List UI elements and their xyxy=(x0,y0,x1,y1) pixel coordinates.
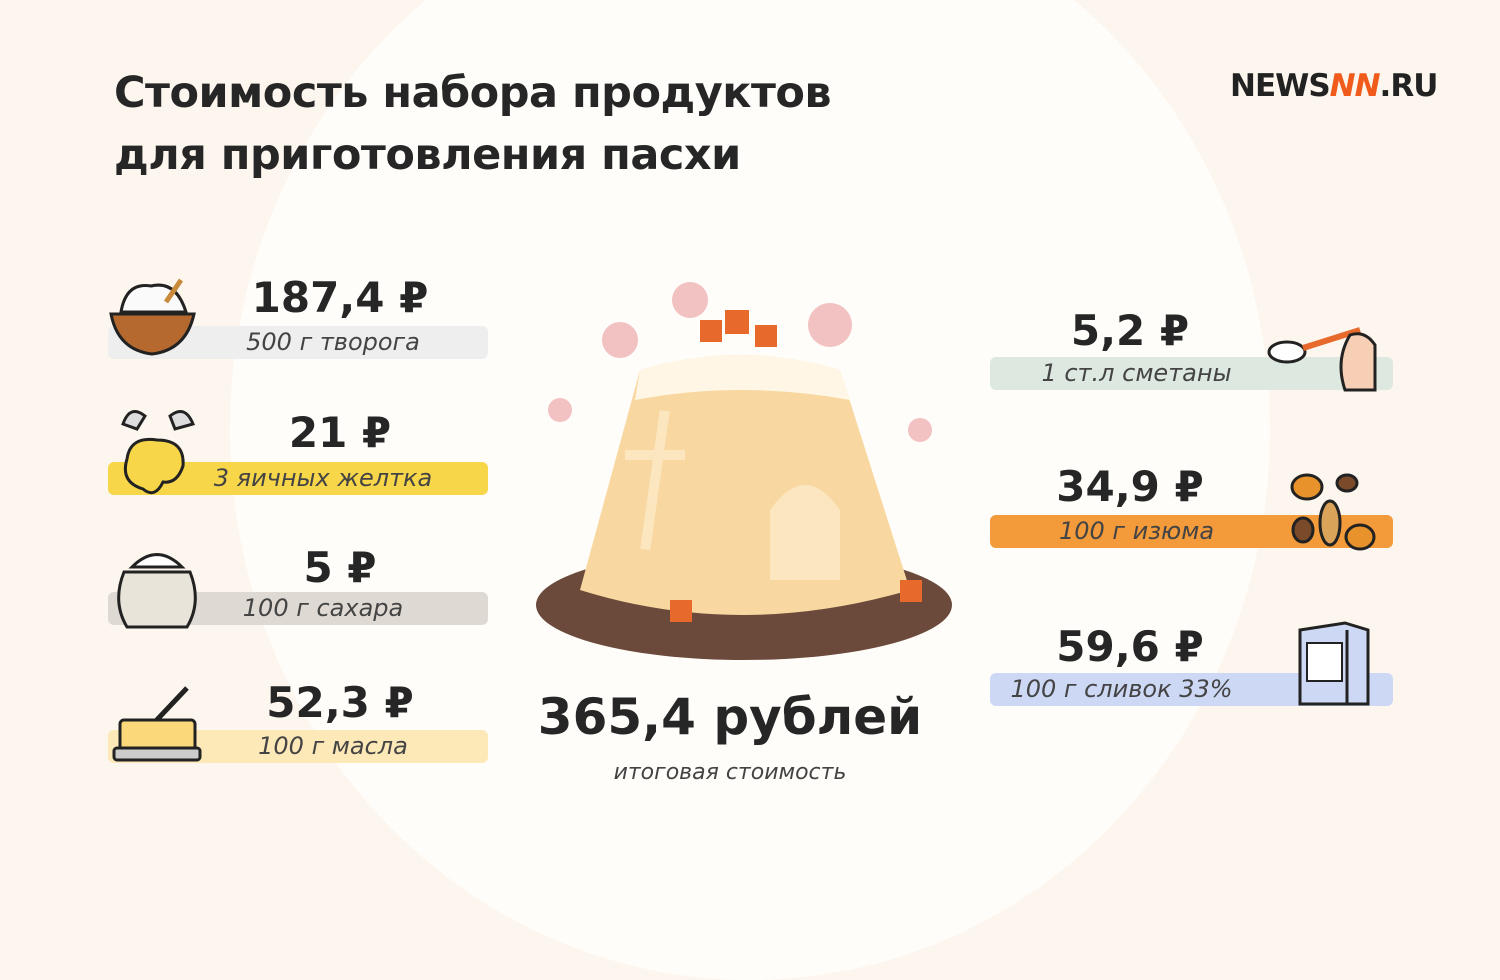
bowl-of-cottage-cheese-icon xyxy=(109,278,196,356)
page-title: Стоимость набора продуктов для приготовле… xyxy=(114,68,832,180)
butter-dish-icon xyxy=(112,686,202,762)
raisins-icon xyxy=(1290,473,1376,551)
price-sour-cream: 5,2 ₽ xyxy=(1070,306,1190,355)
price-sugar: 5 ₽ xyxy=(303,543,377,592)
easter-paskha-illustration xyxy=(536,282,952,660)
total-value: 365,4 рублей xyxy=(537,688,923,746)
price-cream: 59,6 ₽ xyxy=(1056,622,1204,671)
label-sour-cream: 1 ст.л сметаны xyxy=(990,357,1393,390)
logo: NEWSNN.RU xyxy=(1230,68,1438,104)
cream-carton-icon xyxy=(1298,621,1370,706)
egg-yolk-icon xyxy=(121,410,196,495)
price-butter: 52,3 ₽ xyxy=(266,678,414,727)
price-egg-yolk: 21 ₽ xyxy=(288,408,392,457)
price-cottage-cheese: 187,4 ₽ xyxy=(251,273,429,322)
sugar-sack-icon xyxy=(117,553,197,629)
spoon-icon xyxy=(1267,327,1377,392)
total-label: итоговая стоимость xyxy=(613,760,847,785)
price-raisins: 34,9 ₽ xyxy=(1056,462,1204,511)
